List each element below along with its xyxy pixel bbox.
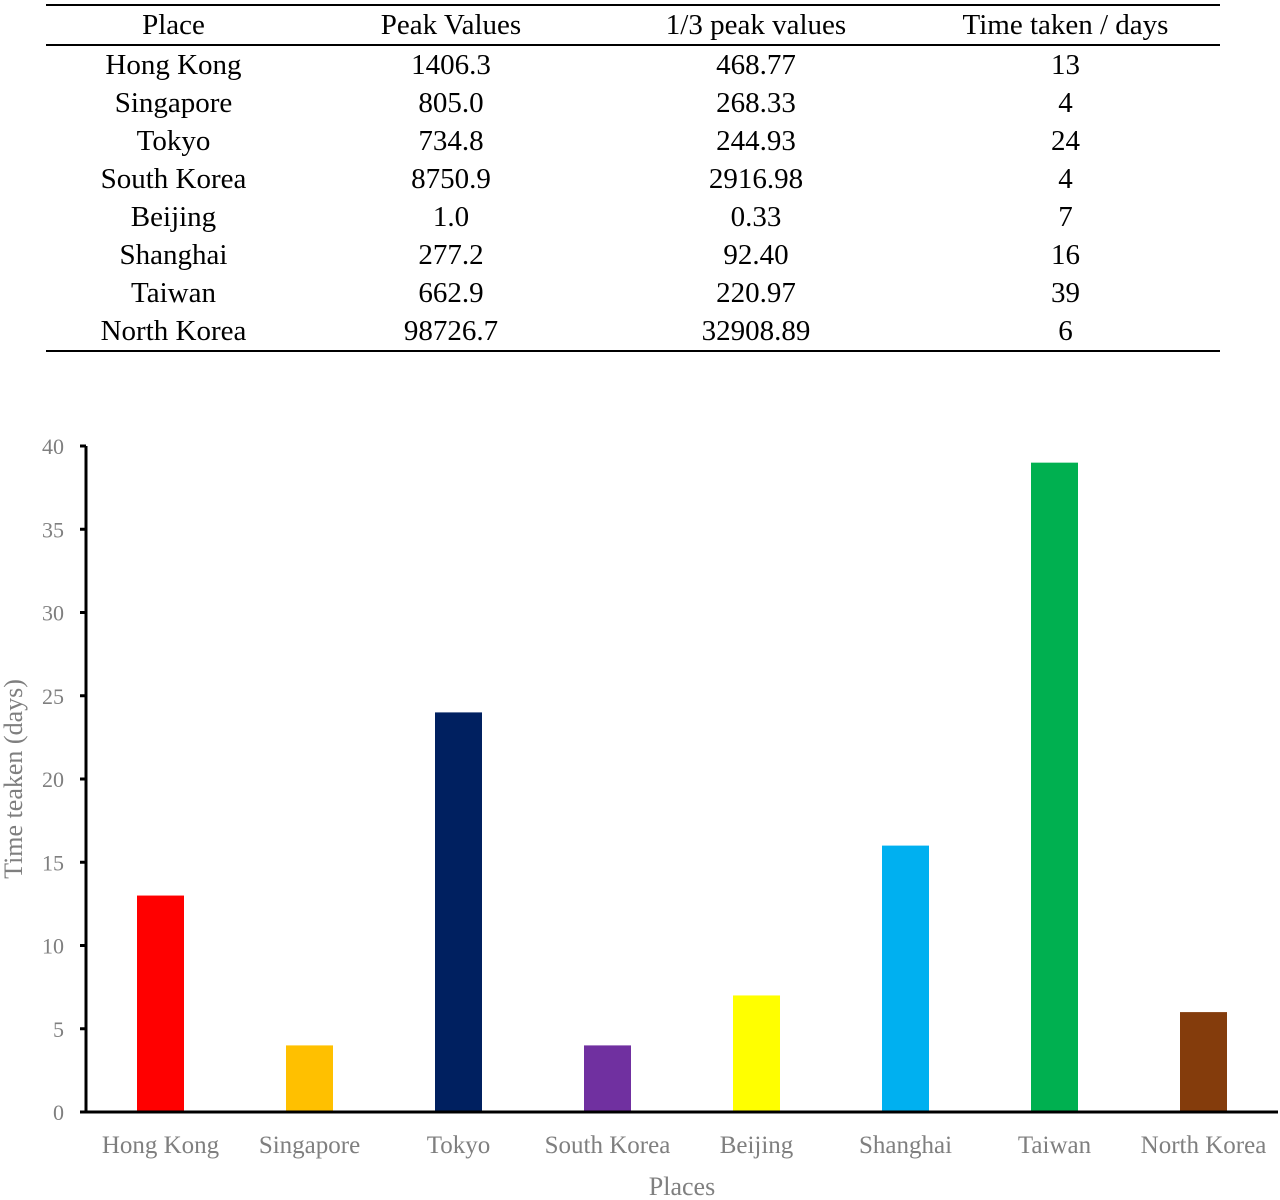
cell-time: 24 (1051, 125, 1080, 157)
header-third-peak-values: 1/3 peak values (665, 9, 847, 41)
table-row: Shanghai 277.2 92.40 16 (46, 236, 1220, 274)
bar-tokyo (435, 712, 482, 1112)
cell-peak: 8750.9 (411, 163, 491, 195)
cell-time: 13 (1051, 49, 1080, 81)
cell-third-peak: 220.97 (716, 277, 796, 309)
cell-third-peak: 32908.89 (701, 315, 811, 347)
table-row: Hong Kong 1406.3 468.77 13 (46, 45, 1220, 84)
cell-third-peak: 92.40 (723, 239, 789, 271)
bar-shanghai (882, 845, 929, 1112)
x-axis-title: Places (649, 1172, 715, 1200)
cell-place: Shanghai (119, 239, 228, 271)
header-peak-values: Peak Values (380, 9, 522, 41)
cell-peak: 734.8 (418, 125, 484, 157)
summary-table: Place Peak Values 1/3 peak values Time t… (46, 4, 1220, 352)
bar-singapore (286, 1045, 333, 1112)
cell-peak: 662.9 (418, 277, 484, 309)
y-tick-label: 5 (53, 1017, 64, 1042)
cell-place: Taiwan (131, 277, 216, 309)
x-tick-label: Hong Kong (102, 1132, 220, 1159)
y-tick-label: 35 (42, 517, 64, 542)
x-axis-tick-labels: Hong Kong Singapore Tokyo South Korea Beijin… (102, 1132, 1267, 1159)
table-row: South Korea 8750.9 2916.98 4 (46, 160, 1220, 198)
cell-third-peak: 2916.98 (708, 163, 804, 195)
y-tick-label: 10 (42, 934, 64, 959)
bar-taiwan (1031, 462, 1078, 1112)
bars (137, 462, 1227, 1112)
cell-third-peak: 268.33 (716, 87, 796, 119)
y-axis-title: Time teaken (days) (0, 679, 28, 879)
cell-time: 16 (1051, 239, 1080, 271)
time-taken-bar-chart: 0 5 10 15 20 25 30 35 40 Hong Kong Singapore Tokyo… (0, 434, 1278, 1200)
y-tick-label: 30 (42, 601, 64, 626)
cell-place: Beijing (130, 201, 217, 233)
x-tick-label: Singapore (259, 1132, 360, 1159)
cell-time: 4 (1058, 87, 1073, 119)
x-tick-label: Shanghai (859, 1132, 952, 1159)
cell-time: 39 (1051, 277, 1080, 309)
y-tick-label: 20 (42, 767, 64, 792)
cell-time: 7 (1058, 201, 1073, 233)
cell-place: Hong Kong (105, 49, 242, 81)
bar-hong-kong (137, 895, 184, 1112)
table-row: North Korea 98726.7 32908.89 6 (46, 312, 1220, 351)
y-tick-label: 0 (53, 1100, 64, 1125)
x-tick-label: Beijing (720, 1132, 794, 1159)
cell-peak: 1.0 (432, 201, 470, 233)
cell-third-peak: 244.93 (716, 125, 796, 157)
x-tick-label: South Korea (545, 1132, 671, 1159)
y-tick-label: 25 (42, 684, 64, 709)
cell-place: Tokyo (136, 125, 211, 157)
y-tick-label: 15 (42, 850, 64, 875)
table-row: Beijing 1.0 0.33 7 (46, 198, 1220, 236)
bar-north-korea (1180, 1012, 1227, 1112)
cell-place: North Korea (100, 315, 247, 347)
cell-third-peak: 0.33 (730, 201, 782, 233)
x-tick-label: Tokyo (427, 1132, 491, 1159)
y-tick-label: 40 (42, 434, 64, 459)
cell-peak: 277.2 (418, 239, 484, 271)
x-tick-label: Taiwan (1018, 1132, 1092, 1159)
table-header-row: Place Peak Values 1/3 peak values Time t… (46, 5, 1220, 45)
header-place: Place (142, 9, 205, 41)
x-tick-label: North Korea (1141, 1132, 1267, 1159)
cell-peak: 98726.7 (403, 315, 499, 347)
bar-beijing (733, 995, 780, 1112)
table-row: Singapore 805.0 268.33 4 (46, 84, 1220, 122)
table-row: Tokyo 734.8 244.93 24 (46, 122, 1220, 160)
header-time-taken: Time taken / days (962, 9, 1169, 41)
cell-time: 6 (1058, 315, 1073, 347)
y-axis-ticks: 0 5 10 15 20 25 30 35 40 (42, 434, 86, 1125)
bar-south-korea (584, 1045, 631, 1112)
cell-time: 4 (1058, 163, 1073, 195)
cell-place: South Korea (100, 163, 247, 195)
cell-peak: 805.0 (418, 87, 484, 119)
cell-peak: 1406.3 (411, 49, 491, 81)
cell-place: Singapore (114, 87, 233, 119)
table-row: Taiwan 662.9 220.97 39 (46, 274, 1220, 312)
cell-third-peak: 468.77 (716, 49, 796, 81)
